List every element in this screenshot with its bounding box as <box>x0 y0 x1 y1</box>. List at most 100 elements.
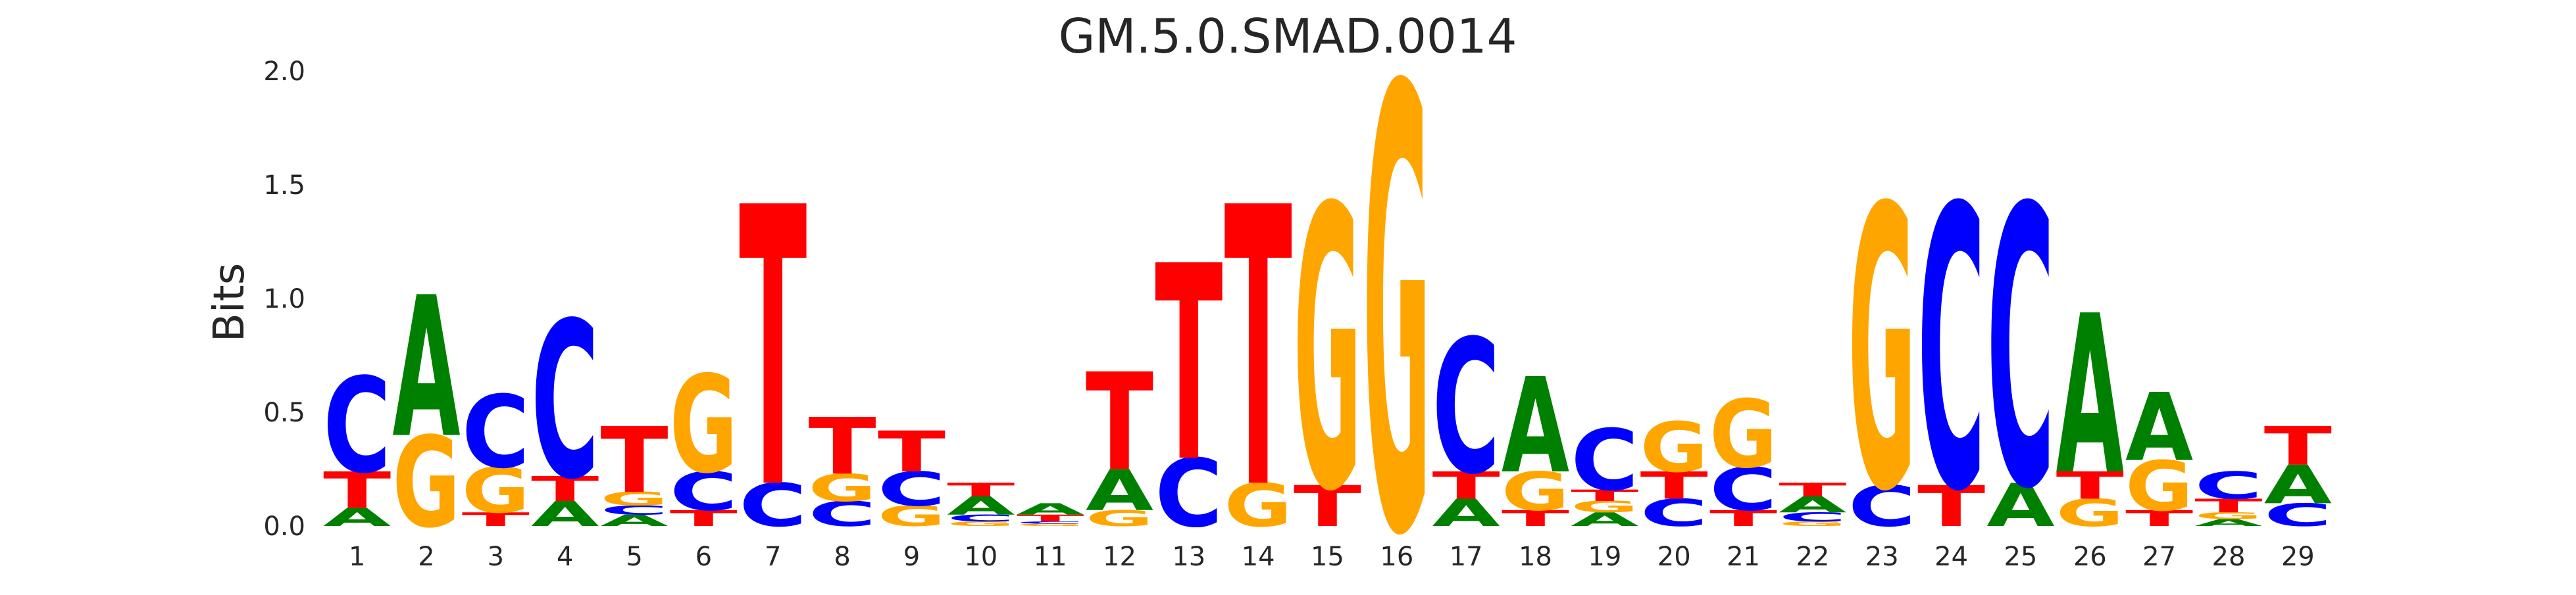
x-tick-label: 7 <box>765 542 781 572</box>
logo-letter-A: A <box>600 512 668 530</box>
logo-letter-G: G <box>1086 506 1153 531</box>
logo-letter-G: G <box>1502 461 1569 523</box>
logo-letter-G: G <box>462 455 530 527</box>
logo-letter-T: T <box>739 128 807 574</box>
y-tick-label: 0.5 <box>263 398 305 428</box>
logo-letter-A: A <box>1779 492 1846 518</box>
y-tick-label: 0.0 <box>263 512 305 542</box>
x-tick-label: 5 <box>626 542 642 572</box>
x-tick-label: 20 <box>1657 542 1691 572</box>
x-tick-label: 10 <box>964 542 998 572</box>
logo-letter-T: T <box>2264 415 2333 477</box>
logo-letter-C: C <box>739 471 807 540</box>
logo-letter-G: G <box>1294 128 1361 577</box>
logo-letter-G: G <box>1709 380 1777 489</box>
logo-letter-T: T <box>1640 464 1708 508</box>
logo-letter-A: A <box>2125 373 2193 483</box>
x-tick-label: 29 <box>2281 542 2315 572</box>
logo-letter-G: G <box>1848 128 1916 577</box>
logo-letter-T: T <box>1086 345 1153 501</box>
logo-letter-C: C <box>947 513 1015 524</box>
logo-letter-G: G <box>1571 498 1638 516</box>
x-tick-label: 15 <box>1311 542 1344 572</box>
chart-title: GM.5.0.SMAD.0014 <box>1059 9 1517 64</box>
logo-letter-T: T <box>1432 464 1500 508</box>
logo-letter-A: A <box>1086 458 1154 523</box>
logo-letter-G: G <box>1779 520 1846 527</box>
logo-letter-G: G <box>2056 492 2124 535</box>
logo-letter-A: A <box>2056 269 2124 523</box>
logo-letter-T: T <box>1917 474 1985 539</box>
logo-letter-C: C <box>1917 126 1985 577</box>
x-tick-label: 24 <box>1934 542 1968 572</box>
logo-letter-T: T <box>1502 506 1570 531</box>
logo-letter-C: C <box>670 462 738 523</box>
logo-letter-G: G <box>1363 0 1430 592</box>
logo-letter-T: T <box>1779 479 1846 501</box>
logo-letter-T: T <box>462 509 530 531</box>
logo-letter-T: T <box>808 402 876 492</box>
logo-letter-C: C <box>1640 492 1708 535</box>
logo-letter-C: C <box>531 277 599 527</box>
logo-letter-G: G <box>2194 511 2262 522</box>
logo-letter-T: T <box>323 462 391 520</box>
logo-letter-T: T <box>531 469 599 510</box>
logo-letter-A: A <box>1502 350 1569 502</box>
logo-letter-C: C <box>323 350 391 502</box>
logo-letter-G: G <box>808 466 876 510</box>
logo-letter-G: G <box>2125 447 2193 527</box>
logo-letter-A: A <box>2194 517 2262 528</box>
logo-letter-T: T <box>1225 128 1293 574</box>
logo-letter-C: C <box>808 494 876 534</box>
logo-letter-T: T <box>2056 464 2124 508</box>
logo-letter-G: G <box>670 347 738 503</box>
logo-letter-T: T <box>1571 487 1638 505</box>
y-axis-label: Bits <box>205 263 254 342</box>
logo-letter-A: A <box>392 256 460 481</box>
y-tick-label: 2.0 <box>263 57 305 87</box>
logo-letter-G: G <box>878 500 946 533</box>
x-tick-label: 8 <box>834 542 850 572</box>
logo-letter-A: A <box>947 492 1015 521</box>
logo-letter-C: C <box>1779 510 1846 525</box>
x-tick-label: 11 <box>1034 542 1067 572</box>
logo-letter-C: C <box>462 375 530 490</box>
logo-letter-C: C <box>1432 302 1500 515</box>
logo-letter-T: T <box>670 506 738 531</box>
logo-letter-C: C <box>1709 455 1777 524</box>
logo-letter-C: C <box>1571 412 1638 510</box>
x-tick-label: 18 <box>1519 542 1552 572</box>
logo-letter-A: A <box>531 494 599 535</box>
y-tick-label: 1.0 <box>263 284 305 314</box>
x-tick-label: 23 <box>1865 542 1899 572</box>
logo-letter-A: A <box>2264 454 2332 516</box>
x-tick-label: 21 <box>1727 542 1760 572</box>
x-tick-label: 6 <box>695 542 712 572</box>
x-tick-label: 22 <box>1796 542 1829 572</box>
logo-letter-C: C <box>1986 128 2054 574</box>
logo-letter-C: C <box>2264 497 2332 533</box>
x-tick-label: 25 <box>2004 542 2037 572</box>
x-tick-label: 16 <box>1380 542 1413 572</box>
logo-letter-G: G <box>947 520 1015 527</box>
logo-letter-T: T <box>878 419 946 485</box>
logo-letter-A: A <box>1432 492 1500 535</box>
logo-letter-T: T <box>600 409 668 514</box>
logo-letter-G: G <box>1017 523 1084 527</box>
logo-letter-C: C <box>1155 440 1223 548</box>
logo-letter-A: A <box>323 503 391 532</box>
logo-letter-T: T <box>1017 513 1084 524</box>
logo-letter-T: T <box>1709 506 1778 531</box>
x-tick-label: 4 <box>557 542 573 572</box>
x-tick-label: 27 <box>2142 542 2176 572</box>
logo-letter-C: C <box>600 503 668 517</box>
x-tick-label: 26 <box>2073 542 2107 572</box>
logo-letter-G: G <box>392 410 460 555</box>
logo-letter-A: A <box>1986 471 2054 540</box>
logo-letter-G: G <box>1640 408 1708 488</box>
x-tick-label: 9 <box>903 542 920 572</box>
logo-letter-T: T <box>1294 474 1361 539</box>
x-tick-label: 1 <box>349 542 365 572</box>
